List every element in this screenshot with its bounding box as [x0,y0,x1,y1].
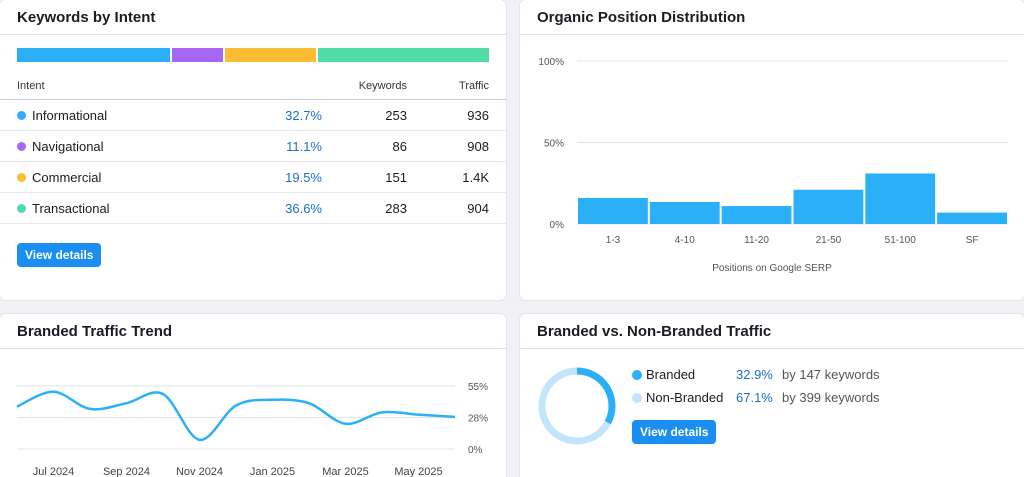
y-tick-label: 55% [468,382,488,393]
x-tick-label: Nov 2024 [176,466,223,477]
intent-percent: 11.1% [286,139,322,154]
legend-keywords: by 147 keywords [782,367,880,382]
column-header-keywords: Keywords [358,80,407,92]
x-tick-label: Jan 2025 [250,466,295,477]
legend-label: Branded [646,367,696,382]
intent-name: Informational [32,108,108,123]
divider [0,34,506,35]
x-tick-label: May 2025 [394,466,442,477]
y-tick-label: 28% [468,414,488,425]
position-bar[interactable] [578,197,648,224]
x-tick-label: Sep 2024 [103,466,150,477]
x-tick-label: Mar 2025 [322,466,368,477]
non-branded-color-dot [632,393,642,403]
intent-color-dot [17,204,26,213]
column-header-traffic: Traffic [459,80,489,92]
table-row[interactable]: Informational 32.7% 253 936 [0,100,506,131]
legend-item-branded: Branded 32.9% by 147 keywords [632,367,992,385]
divider [520,348,1024,349]
organic-position-distribution-card: Organic Position Distribution 100% 50% 0% … [520,0,1024,300]
position-bar[interactable] [649,201,720,224]
position-bar[interactable] [937,212,1007,224]
legend-item-non-branded: Non-Branded 67.1% by 399 keywords [632,390,992,408]
y-tick-label: 50% [544,139,564,150]
keywords-by-intent-card: Keywords by Intent Intent Keywords Traff… [0,0,506,300]
view-details-button[interactable]: View details [17,243,102,267]
intent-percent: 19.5% [285,170,322,185]
intent-traffic: 908 [467,139,489,154]
intent-table-header: Intent Keywords Traffic [0,78,506,100]
table-row[interactable]: Commercial 19.5% 151 1.4K [0,162,506,193]
x-tick-label: SF [966,235,979,246]
intent-share-segment [225,48,317,62]
x-tick-label: 51-100 [885,235,917,246]
intent-name: Navigational [32,139,104,154]
y-tick-label: 0% [468,445,483,456]
intent-keywords[interactable]: 86 [392,139,407,154]
branded-color-dot [632,370,642,380]
x-tick-label: Jul 2024 [33,466,75,477]
x-tick-label: 1-3 [606,235,621,246]
position-bar[interactable] [865,173,936,224]
intent-traffic: 936 [467,108,489,123]
legend-percent: 32.9% [736,367,773,382]
divider [0,348,506,349]
x-tick-label: 11-20 [744,235,769,246]
table-row[interactable]: Navigational 11.1% 86 908 [0,131,506,162]
intent-share-bar [17,48,490,62]
position-bar[interactable] [721,206,792,224]
view-details-button[interactable]: View details [632,420,717,444]
legend-label: Non-Branded [646,390,724,405]
x-tick-label: 21-50 [816,235,842,246]
trend-line-chart: 55% 28% 0% Jul 2024 Sep 2024 Nov 2024 Jan 202… [16,382,488,477]
branded-donut-chart [538,367,616,445]
intent-percent: 32.7% [285,108,322,123]
intent-color-dot [17,142,26,151]
branded-vs-nonbranded-card: Branded vs. Non-Branded Traffic Branded … [520,314,1024,477]
intent-traffic: 904 [467,201,489,216]
intent-share-segment [171,48,224,62]
intent-share-segment [318,48,490,62]
intent-name: Transactional [32,201,110,216]
donut-slice-non-branded[interactable] [538,367,611,445]
donut-slice-branded[interactable] [576,367,616,425]
divider [520,34,1024,35]
position-bar[interactable] [793,189,864,224]
y-tick-label: 100% [538,57,564,68]
intent-keywords[interactable]: 283 [385,201,407,216]
column-header-intent: Intent [17,80,45,92]
x-tick-label: 4-10 [675,235,695,246]
branded-traffic-trend-card: Branded Traffic Trend 55% 28% 0% Jul 2024 S… [0,314,506,477]
table-row[interactable]: Transactional 36.6% 283 904 [0,193,506,224]
position-bar-chart: 100% 50% 0% 1-3 4-10 11-20 21-50 51-100 SF Posi… [538,57,1008,274]
legend-keywords: by 399 keywords [782,390,880,405]
intent-percent: 36.6% [285,201,322,216]
y-tick-label: 0% [550,220,565,231]
intent-name: Commercial [32,170,102,185]
intent-traffic: 1.4K [462,170,489,185]
position-card-title: Organic Position Distribution [537,9,746,26]
legend-percent: 67.1% [736,390,773,405]
intent-color-dot [17,111,26,120]
branded-card-title: Branded vs. Non-Branded Traffic [537,323,772,340]
intent-share-segment [17,48,170,62]
intent-keywords[interactable]: 253 [385,108,407,123]
trend-card-title: Branded Traffic Trend [17,323,173,340]
trend-series-line [16,390,456,442]
x-axis-label: Positions on Google SERP [712,263,832,274]
intent-keywords[interactable]: 151 [385,170,407,185]
intent-card-title: Keywords by Intent [17,9,156,26]
intent-color-dot [17,173,26,182]
